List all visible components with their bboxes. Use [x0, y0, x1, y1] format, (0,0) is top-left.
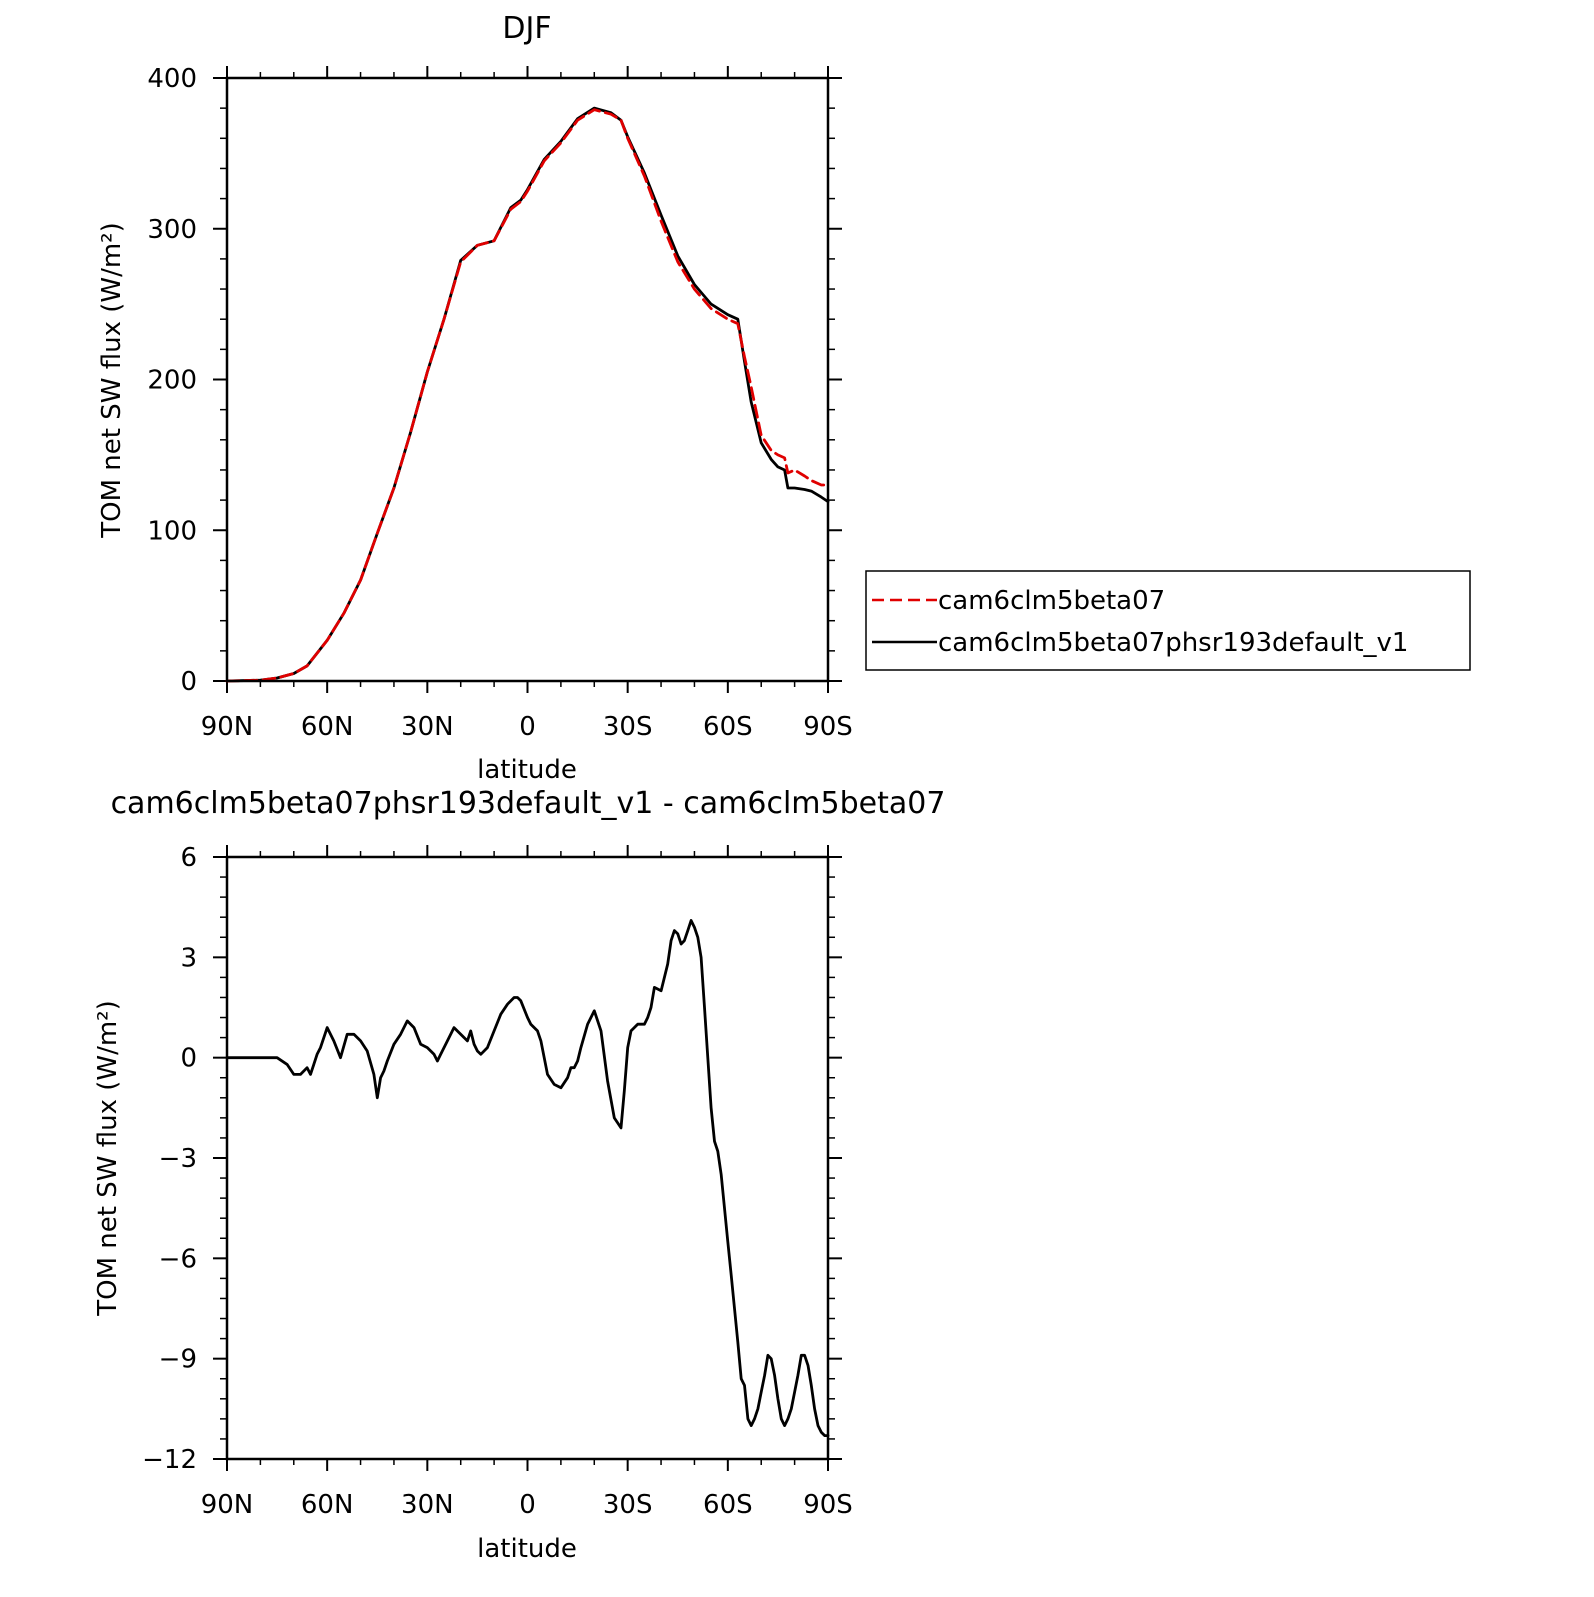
top-y-tick-label: 300: [147, 215, 197, 245]
top-x-tick-label: 60N: [301, 712, 354, 742]
top-x-tick-label: 30S: [603, 712, 653, 742]
top-y-tick-label: 100: [147, 516, 197, 546]
top-y-tick-label: 200: [147, 366, 197, 396]
legend-label-series-2: cam6clm5beta07phsr193default_v1: [938, 628, 1408, 658]
bottom-y-tick-label: −9: [159, 1345, 197, 1375]
bottom-plot-frame: [225, 855, 830, 1461]
top-plot-frame: [225, 76, 830, 683]
bottom-y-tick-label: 6: [180, 843, 197, 873]
top-x-tick-label: 0: [519, 712, 536, 742]
top-x-tick-label: 90S: [803, 712, 853, 742]
top-series-line-1: [225, 108, 830, 683]
bottom-series-line-1: [225, 919, 830, 1437]
bottom-x-axis-title: latitude: [477, 1534, 577, 1564]
bottom-y-tick-label: −3: [159, 1144, 197, 1174]
bottom-x-tick-label: 90N: [201, 1490, 254, 1520]
bottom-x-tick-label: 90S: [803, 1490, 853, 1520]
top-series-line-2: [225, 106, 830, 683]
bottom-x-tick-label: 30N: [401, 1490, 454, 1520]
bottom-ticks: 90N 60N 30N 0 30S 60S 90S 6 3 0 −3 −6 −9 −12: [142, 843, 853, 1520]
top-ticks: 90N 60N 30N 0 30S 60S 90S 0 100 200 300 400: [147, 64, 852, 742]
bottom-plot-title: cam6clm5beta07phsr193default_v1 - cam6cl…: [111, 786, 946, 821]
top-y-axis-title: TOM net SW flux (W/m²): [97, 222, 127, 538]
legend-box: [865, 570, 1471, 671]
legend: cam6clm5beta07 cam6clm5beta07phsr193defa…: [865, 570, 1471, 671]
top-y-tick-label: 400: [147, 64, 197, 94]
bottom-y-tick-label: −6: [159, 1244, 197, 1274]
bottom-x-tick-label: 60S: [703, 1490, 753, 1520]
top-x-tick-label: 60S: [703, 712, 753, 742]
top-x-tick-label: 30N: [401, 712, 454, 742]
top-panel: DJF 90N 60N 30N 0 30S 60S 90S 0 100 200 300 400 lat…: [97, 11, 853, 785]
top-y-tick-label: 0: [180, 667, 197, 697]
top-x-axis-title: latitude: [477, 755, 577, 785]
bottom-y-tick-label: −12: [142, 1445, 197, 1475]
bottom-panel: cam6clm5beta07phsr193default_v1 - cam6cl…: [93, 786, 945, 1564]
bottom-x-tick-label: 60N: [301, 1490, 354, 1520]
bottom-x-tick-label: 0: [519, 1490, 536, 1520]
bottom-y-tick-label: 3: [180, 943, 197, 973]
top-series: [225, 106, 830, 683]
top-x-tick-label: 90N: [201, 712, 254, 742]
legend-label-series-1: cam6clm5beta07: [938, 586, 1165, 616]
top-plot-title: DJF: [502, 11, 551, 46]
bottom-y-axis-title: TOM net SW flux (W/m²): [93, 1000, 123, 1316]
bottom-x-tick-label: 30S: [603, 1490, 653, 1520]
bottom-series: [225, 919, 830, 1437]
bottom-y-tick-label: 0: [180, 1044, 197, 1074]
